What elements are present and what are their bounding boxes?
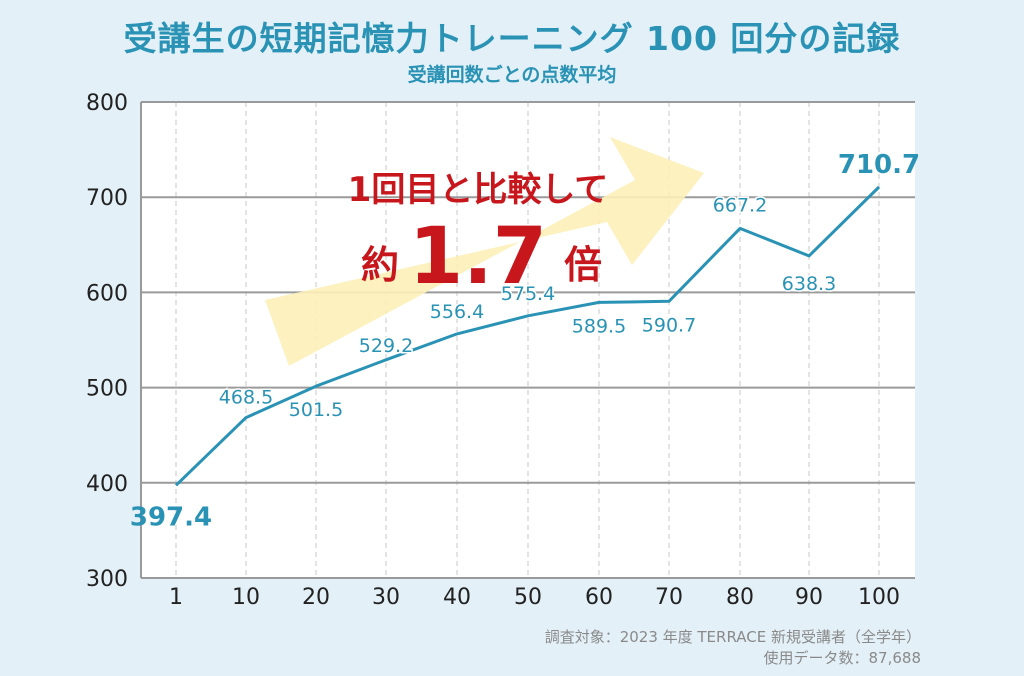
trend-arrow [265,137,704,366]
x-tick-label: 20 [302,585,330,610]
x-axis-ticks: 1 10 20 30 40 50 60 70 80 90 100 [169,585,900,610]
data-label: 468.5 [219,387,273,409]
chart-title: 受講生の短期記憶力トレーニング 100 回分の記録 [123,19,901,58]
x-tick-label: 50 [514,585,542,610]
callout-suffix: 倍 [564,243,602,287]
callout-line1: 1回目と比較して [348,170,609,210]
y-tick-label: 600 [86,281,128,306]
x-tick-label: 40 [443,585,471,610]
callout-prefix: 約 [361,243,399,287]
x-tick-label: 60 [585,585,613,610]
x-tick-label: 70 [655,585,683,610]
data-label: 575.4 [501,283,555,305]
data-count-note: 使用データ数：87,688 [763,649,922,667]
data-label: 556.4 [430,301,484,323]
x-tick-label: 90 [795,585,823,610]
y-tick-label: 800 [86,91,128,116]
data-label: 710.7 [838,150,920,180]
data-label: 397.4 [130,502,212,532]
x-tick-label: 100 [858,585,900,610]
data-label: 667.2 [713,194,767,216]
chart-subtitle: 受講回数ごとの点数平均 [407,64,617,86]
horizontal-gridlines [140,101,915,579]
x-tick-label: 80 [726,585,754,610]
vertical-gridlines [175,102,880,578]
y-tick-label: 700 [86,186,128,211]
x-tick-label: 10 [232,585,260,610]
source-note: 調査対象：2023 年度 TERRACE 新規受講者（全学年） [544,628,921,646]
data-label: 529.2 [359,335,413,357]
data-label: 638.3 [782,273,836,295]
y-tick-label: 300 [86,567,128,592]
x-tick-label: 30 [372,585,400,610]
y-tick-label: 400 [86,472,128,497]
data-label: 589.5 [572,315,626,337]
x-tick-label: 1 [169,585,183,610]
y-tick-label: 500 [86,377,128,402]
data-label: 590.7 [642,314,696,336]
series-line [174,185,881,487]
callout-number: 1.7 [409,212,547,302]
data-labels: 397.4 468.5 501.5 529.2 556.4 575.4 589.5 590.7… [130,150,920,532]
y-axis-ticks: 300 400 500 600 700 800 [86,91,128,592]
data-label: 501.5 [289,399,343,421]
